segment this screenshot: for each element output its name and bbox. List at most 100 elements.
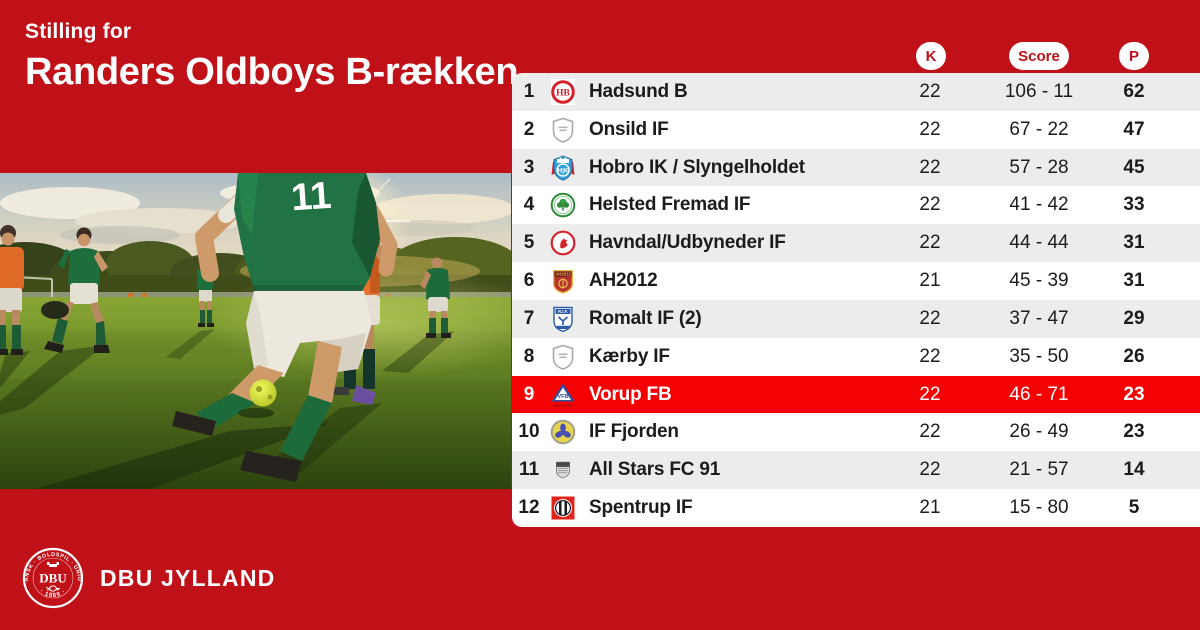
table-row: 12 Spentrup IF 21 15 - 80 5 [512, 489, 1200, 527]
score-value: 21 - 57 [1009, 459, 1069, 481]
svg-text:VORUP FB: VORUP FB [554, 404, 573, 408]
table-row: 2 Onsild IF 22 67 - 22 47 [512, 110, 1200, 149]
score-value: 41 - 42 [1009, 194, 1069, 216]
ah2012-icon: AH2012 [546, 268, 580, 294]
matches-value: 22 [919, 345, 941, 367]
position-cell: 3 [523, 156, 535, 178]
team-name: Hadsund B [589, 80, 688, 102]
klublogo-placeholder-icon [546, 344, 580, 370]
points-value: 31 [1123, 232, 1145, 254]
points-value: 33 [1123, 194, 1145, 216]
table-row: 10 IF Fjorden 22 26 - 49 23 [512, 413, 1200, 452]
score-value: 106 - 11 [1004, 80, 1074, 102]
points-value: 23 [1123, 421, 1145, 443]
hero-photo: 11 [0, 173, 511, 489]
team-name: AH2012 [589, 270, 658, 292]
points-value: 5 [1128, 497, 1140, 519]
player-left-edge [0, 225, 24, 355]
main-player: 11 [172, 173, 398, 482]
vorup-fb-icon: VFB VORUP FB [546, 382, 580, 408]
svg-text:AH2012: AH2012 [555, 272, 571, 277]
matches-value: 22 [919, 459, 941, 481]
hobro-ik-icon: H|K [546, 155, 580, 181]
jersey-number: 11 [290, 175, 333, 220]
score-value: 37 - 47 [1009, 307, 1069, 329]
matches-value: 22 [919, 232, 941, 254]
points-value: 29 [1123, 307, 1145, 329]
column-header-k: K [916, 42, 946, 70]
matches-value: 22 [919, 156, 941, 178]
position-cell: 2 [523, 118, 535, 140]
player-right [420, 257, 451, 338]
position-cell: 12 [518, 497, 540, 519]
column-header-score: Score [1009, 42, 1069, 70]
seal-year-text: · 1889 · [39, 589, 67, 599]
havndal-udbyneder-icon [546, 230, 580, 256]
matches-value: 22 [919, 421, 941, 443]
table-row: 6 AH2012 AH2012 21 45 - 39 31 [512, 262, 1200, 300]
matches-value: 22 [919, 118, 941, 140]
team-name: IF Fjorden [589, 421, 679, 443]
team-name: Kærby IF [589, 345, 670, 367]
romalt-if-icon: R.I.F. [546, 306, 580, 332]
score-value: 46 - 71 [1009, 383, 1069, 405]
matches-value: 22 [919, 383, 941, 405]
table-row: 4 Helsted Fremad IF 22 41 - 42 33 [512, 186, 1200, 225]
points-value: 23 [1123, 383, 1145, 405]
score-value: 15 - 80 [1009, 497, 1069, 519]
all-stars-fc-91-icon [546, 457, 580, 483]
title-block: Stilling for Randers Oldboys B-rækken [25, 20, 519, 94]
score-value: 26 - 49 [1009, 421, 1069, 443]
klublogo-placeholder-icon [546, 117, 580, 143]
table-header: K Score P [512, 42, 1200, 70]
team-name: All Stars FC 91 [589, 459, 721, 481]
position-cell: 7 [523, 307, 535, 329]
points-value: 45 [1123, 156, 1145, 178]
svg-text:VFB: VFB [557, 394, 568, 400]
column-header-p: P [1119, 42, 1149, 70]
team-name: Onsild IF [589, 118, 669, 140]
hadsund-b-icon: HB [546, 78, 580, 105]
position-cell: 5 [523, 232, 535, 254]
score-value: 67 - 22 [1009, 118, 1069, 140]
team-name: Spentrup IF [589, 497, 693, 519]
football-match-illustration: 11 [0, 173, 511, 489]
player-left-runner [44, 227, 110, 353]
svg-text:R.I.F.: R.I.F. [558, 309, 568, 314]
matches-value: 21 [919, 270, 941, 292]
position-cell: 10 [518, 421, 540, 443]
table-row: 1 HB Hadsund B 22 106 - 11 62 [512, 73, 1200, 111]
points-value: 62 [1123, 80, 1145, 102]
table-row: 8 Kærby IF 22 35 - 50 26 [512, 337, 1200, 376]
position-cell: 9 [523, 383, 535, 405]
team-name: Romalt IF (2) [589, 307, 702, 329]
seal-center-text: DBU [39, 571, 67, 586]
svg-text:H|K: H|K [557, 167, 568, 174]
team-name: Hobro IK / Slyngelholdet [589, 156, 805, 178]
table-row: 7 R.I.F. Romalt IF (2) 22 37 - 47 29 [512, 299, 1200, 338]
standings-table: 1 HB Hadsund B 22 106 - 11 62 2 Onsild I… [512, 73, 1200, 527]
points-value: 47 [1123, 118, 1145, 140]
matches-value: 22 [919, 80, 941, 102]
matches-value: 22 [919, 194, 941, 216]
position-cell: 4 [523, 194, 535, 216]
score-value: 44 - 44 [1009, 232, 1069, 254]
points-value: 26 [1123, 345, 1145, 367]
points-value: 31 [1123, 270, 1145, 292]
points-value: 14 [1123, 459, 1145, 481]
svg-text:· 1889 ·: · 1889 · [39, 589, 68, 599]
position-cell: 11 [518, 459, 540, 481]
table-row: 5 Havndal/Udbyneder IF 22 44 - 44 31 [512, 224, 1200, 263]
if-fjorden-icon [546, 419, 580, 445]
footer-brand: DANSK · BOLDSPIL · UNION · 1889 · DBU DB… [20, 543, 275, 609]
position-cell: 1 [523, 80, 535, 102]
eyebrow-text: Stilling for [25, 20, 132, 43]
helsted-fremad-icon [546, 192, 580, 218]
dbu-logo-icon: DANSK · BOLDSPIL · UNION · 1889 · DBU [20, 543, 84, 609]
score-value: 35 - 50 [1009, 345, 1069, 367]
matches-value: 21 [919, 497, 941, 519]
position-cell: 8 [523, 345, 535, 367]
score-value: 45 - 39 [1009, 270, 1069, 292]
ball [238, 379, 277, 418]
